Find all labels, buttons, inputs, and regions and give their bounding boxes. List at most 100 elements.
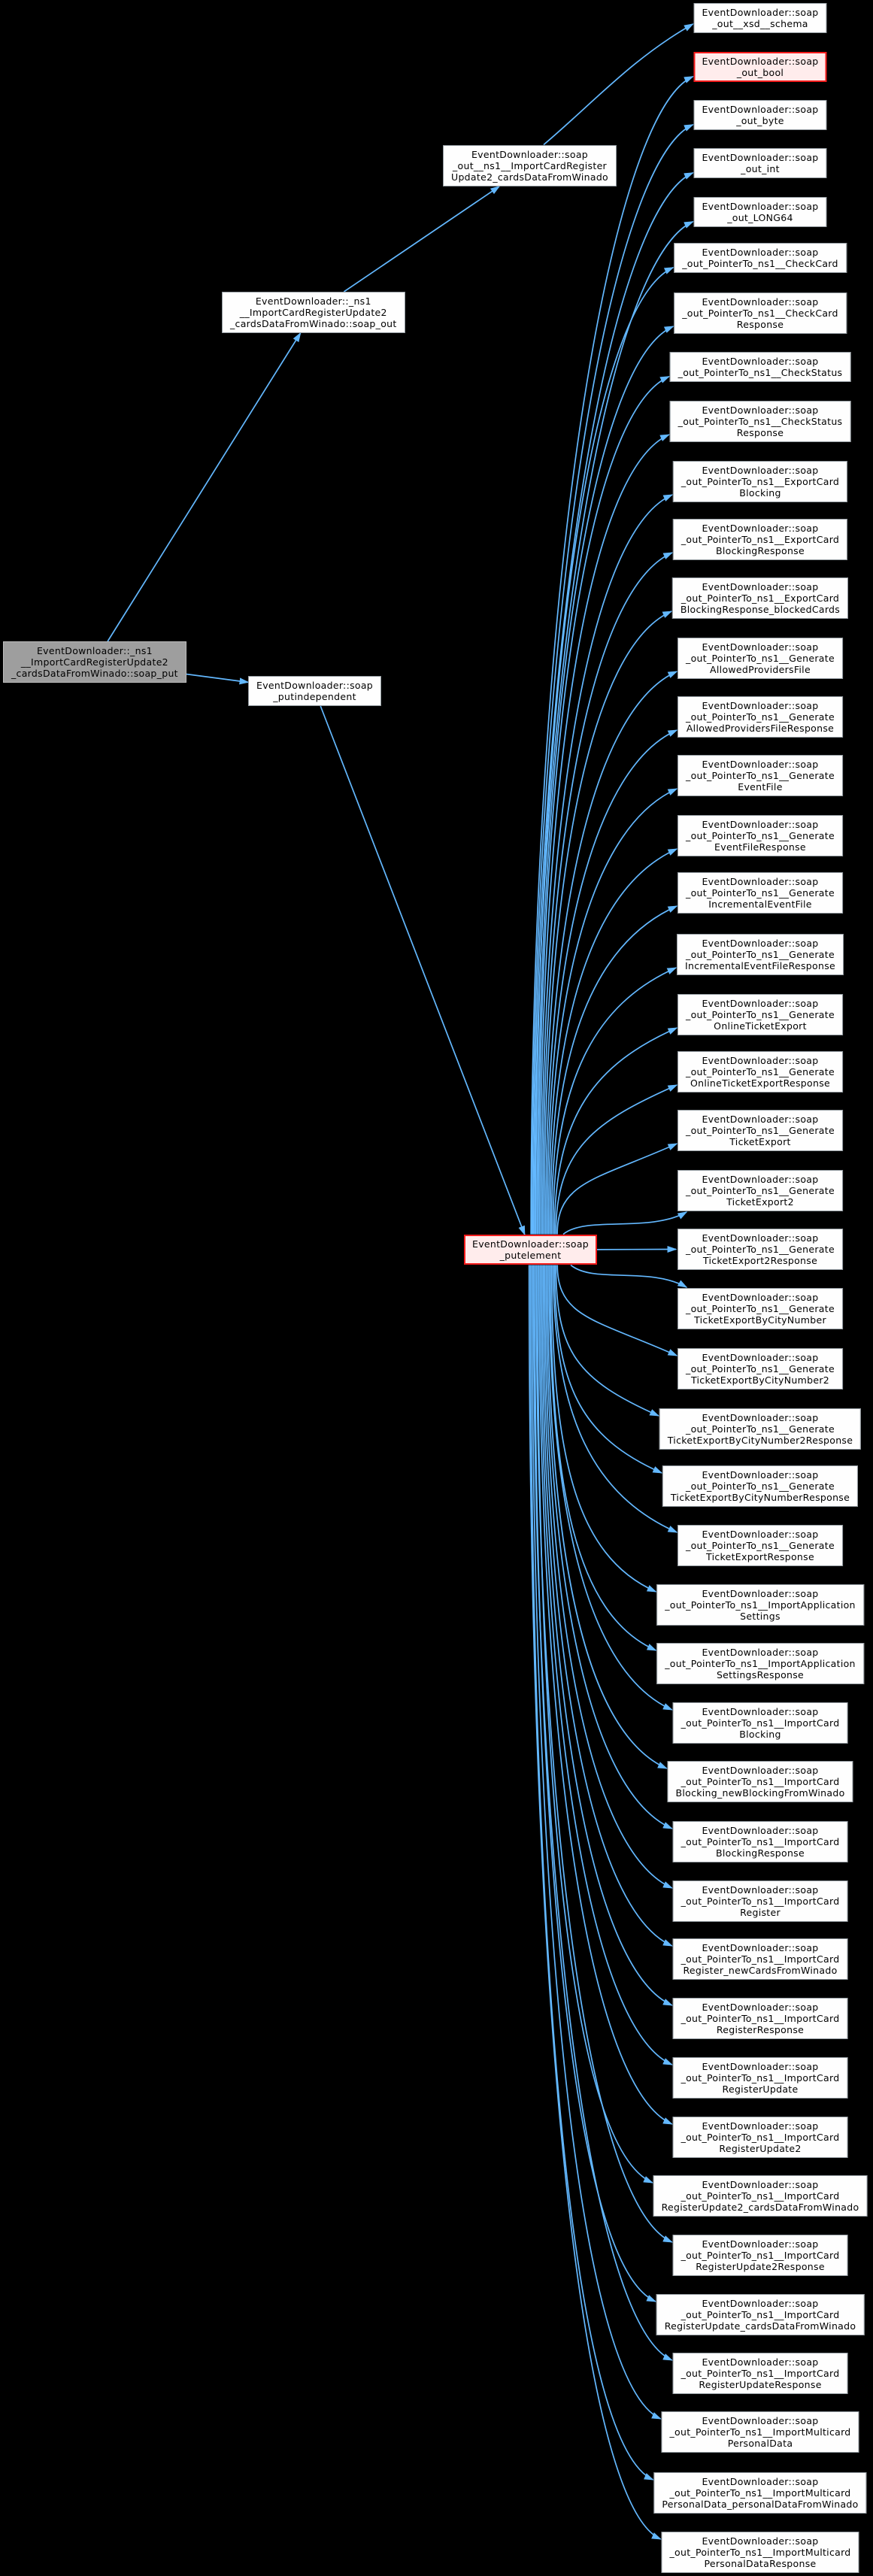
node-label-line: _out_PointerTo_ns1__ImportCard <box>681 2309 840 2320</box>
node-label-line: TicketExportResponse <box>706 1551 814 1562</box>
node-eventdownloader-soap-out-pointerto-ns1-generateincrementaleventfileresponse[interactable]: EventDownloader::soap _out_PointerTo_ns1_… <box>676 934 844 975</box>
call-edge <box>107 332 302 642</box>
call-edge <box>570 1264 688 1288</box>
node-eventdownloader-soap-out-pointerto-ns1-checkstatusresponse[interactable]: EventDownloader::soap _out_PointerTo_ns1_… <box>669 401 851 442</box>
node-eventdownloader-soap-out-pointerto-ns1-generateticketexport[interactable]: EventDownloader::soap _out_PointerTo_ns1_… <box>677 1110 843 1151</box>
node-eventdownloader-soap-out-bool[interactable]: EventDownloader::soap _out_bool <box>693 52 827 82</box>
node-eventdownloader-soap-out-pointerto-ns1-checkstatus[interactable]: EventDownloader::soap _out_PointerTo_ns1_… <box>669 352 851 382</box>
node-label-line: EventDownloader::soap <box>702 201 819 212</box>
call-edge <box>531 124 694 1235</box>
node-label-line: _putindependent <box>273 691 356 702</box>
node-label-line: _out_PointerTo_ns1__ImportCard <box>681 2072 840 2084</box>
node-eventdownloader-soap-out-pointerto-ns1-generateonlineticketexport[interactable]: EventDownloader::soap _out_PointerTo_ns1_… <box>677 994 843 1035</box>
node-eventdownloader-soap-out-pointerto-ns1-importcardblockingresponse[interactable]: EventDownloader::soap _out_PointerTo_ns1_… <box>672 1821 848 1862</box>
node-eventdownloader-soap-out-pointerto-ns1-generateonlineticketexportresponse[interactable]: EventDownloader::soap _out_PointerTo_ns1_… <box>677 1051 843 1093</box>
node-label-line: _out_PointerTo_ns1__Generate <box>686 1185 835 1196</box>
node-eventdownloader-soap-out-pointerto-ns1-exportcardblockingresponse-blockedcards[interactable]: EventDownloader::soap _out_PointerTo_ns1_… <box>671 577 849 619</box>
call-edge <box>546 729 678 1235</box>
node-eventdownloader-soap-out-pointerto-ns1-importapplicationsettings[interactable]: EventDownloader::soap _out_PointerTo_ns1_… <box>656 1584 864 1626</box>
node-eventdownloader-soap-out-pointerto-ns1-importcardregisterupdate2[interactable]: EventDownloader::soap _out_PointerTo_ns1_… <box>672 2117 848 2158</box>
node-eventdownloader-soap-out-pointerto-ns1-generateticketexportresponse[interactable]: EventDownloader::soap _out_PointerTo_ns1_… <box>677 1525 843 1566</box>
node-eventdownloader-soap-out-pointerto-ns1-importcardregisterupdate2-cardsdatafromwinado[interactable]: EventDownloader::soap _out_PointerTo_ns1_… <box>653 2175 868 2217</box>
node-eventdownloader-soap-out-pointerto-ns1-importcardregisterresponse[interactable]: EventDownloader::soap _out_PointerTo_ns1_… <box>672 1998 848 2039</box>
node-label-line: EventDownloader::soap <box>702 876 819 887</box>
node-label-line: TicketExport2Response <box>702 1255 818 1266</box>
node-label-line: EventDownloader::soap <box>702 1469 819 1480</box>
node-eventdownloader-soap-out-pointerto-ns1-generateincrementaleventfile[interactable]: EventDownloader::soap _out_PointerTo_ns1_… <box>677 872 843 914</box>
node-eventdownloader-ns1-importcardregisterupdate2-cardsdatafromwinado-soap-put[interactable]: EventDownloader::_ns1 __ImportCardRegiste… <box>3 641 186 683</box>
call-edge <box>530 76 694 1235</box>
node-label-line: Register_newCardsFromWinado <box>683 1965 838 1976</box>
node-eventdownloader-soap-out-pointerto-ns1-generateticketexport2response[interactable]: EventDownloader::soap _out_PointerTo_ns1_… <box>677 1229 843 1270</box>
node-eventdownloader-soap-out-pointerto-ns1-importmulticardpersonaldata-personaldatafromwinado[interactable]: EventDownloader::soap _out_PointerTo_ns1_… <box>653 2472 867 2514</box>
node-label-line: OnlineTicketExportResponse <box>690 1077 831 1089</box>
node-eventdownloader-soap-out-pointerto-ns1-generateticketexportbycitynumber2[interactable]: EventDownloader::soap _out_PointerTo_ns1_… <box>677 1348 843 1390</box>
node-label-line: _out_PointerTo_ns1__CheckCard <box>682 308 838 319</box>
node-eventdownloader-soap-out-int[interactable]: EventDownloader::soap _out_int <box>693 148 827 178</box>
node-label-line: _out_PointerTo_ns1__Generate <box>686 1303 835 1314</box>
node-label-line: EventDownloader::soap <box>702 1292 819 1303</box>
node-label-line: __ImportCardRegisterUpdate2 <box>239 307 387 318</box>
node-eventdownloader-soap-out-pointerto-ns1-checkcard[interactable]: EventDownloader::soap _out_PointerTo_ns1_… <box>674 243 847 273</box>
node-eventdownloader-soap-out-pointerto-ns1-generateticketexportbycitynumberresponse[interactable]: EventDownloader::soap _out_PointerTo_ns1_… <box>662 1465 859 1507</box>
node-eventdownloader-soap-out-long64[interactable]: EventDownloader::soap _out_LONG64 <box>693 197 827 227</box>
call-edge <box>549 848 678 1235</box>
node-eventdownloader-ns1-importcardregisterupdate2-cardsdatafromwinado-soap-out[interactable]: EventDownloader::_ns1 __ImportCardRegiste… <box>222 292 405 333</box>
node-eventdownloader-soap-out-pointerto-ns1-importapplicationsettingsresponse[interactable]: EventDownloader::soap _out_PointerTo_ns1_… <box>656 1643 864 1684</box>
call-edge <box>529 1265 654 2481</box>
node-eventdownloader-soap-out-pointerto-ns1-generateeventfile[interactable]: EventDownloader::soap _out_PointerTo_ns1_… <box>677 755 843 796</box>
node-label-line: EventDownloader::soap <box>702 1352 819 1363</box>
node-eventdownloader-soap-out-pointerto-ns1-importmulticardpersonaldataresponse[interactable]: EventDownloader::soap _out_PointerTo_ns1_… <box>661 2532 859 2573</box>
node-label-line: _out_PointerTo_ns1__Generate <box>686 770 835 781</box>
node-eventdownloader-soap-out-pointerto-ns1-generateticketexportbycitynumber2response[interactable]: EventDownloader::soap _out_PointerTo_ns1_… <box>659 1408 862 1450</box>
node-label-line: EventDownloader::soap <box>702 2002 819 2013</box>
call-edge <box>320 705 526 1236</box>
node-label-line: RegisterUpdate2 <box>719 2143 802 2154</box>
node-eventdownloader-soap-out-pointerto-ns1-importcardregisterupdate[interactable]: EventDownloader::soap _out_PointerTo_ns1_… <box>672 2057 848 2099</box>
node-label-line: _putelement <box>499 1250 562 1261</box>
node-eventdownloader-soap-out-pointerto-ns1-generateeventfileresponse[interactable]: EventDownloader::soap _out_PointerTo_ns1_… <box>677 815 843 856</box>
node-eventdownloader-soap-out-pointerto-ns1-generateallowedprovidersfile[interactable]: EventDownloader::soap _out_PointerTo_ns1_… <box>677 638 843 679</box>
node-label-line: RegisterUpdate2Response <box>696 2261 825 2272</box>
node-eventdownloader-soap-out-pointerto-ns1-importcardblocking-newblockingfromwinado[interactable]: EventDownloader::soap _out_PointerTo_ns1_… <box>667 1761 853 1802</box>
node-eventdownloader-soap-out-pointerto-ns1-generateticketexport2[interactable]: EventDownloader::soap _out_PointerTo_ns1_… <box>677 1170 843 1211</box>
node-eventdownloader-soap-out-pointerto-ns1-importmulticardpersonaldata[interactable]: EventDownloader::soap _out_PointerTo_ns1_… <box>661 2411 859 2453</box>
node-label-line: EventDownloader::soap <box>702 2535 819 2547</box>
node-eventdownloader-soap-out-ns1-importcardregisterupdate2-cardsdatafromwinado[interactable]: EventDownloader::soap _out__ns1__ImportCa… <box>443 145 617 186</box>
call-edge <box>538 376 671 1235</box>
node-label-line: TicketExport <box>729 1136 791 1147</box>
node-label-line: _out_PointerTo_ns1__ImportCard <box>681 1776 840 1787</box>
node-label-line: IncrementalEventFileResponse <box>684 960 836 971</box>
node-label-line: EventDownloader::soap <box>702 700 819 711</box>
node-label-line: Update2_cardsDataFromWinado <box>451 171 609 183</box>
node-eventdownloader-soap-putelement[interactable]: EventDownloader::soap _putelement <box>464 1235 598 1265</box>
node-label-line: EventDownloader::soap <box>702 2238 819 2250</box>
node-label-line: _out_PointerTo_ns1__ImportApplication <box>665 1599 856 1611</box>
node-label-line: EventDownloader::soap <box>702 819 819 830</box>
node-label-line: _out_PointerTo_ns1__ImportCard <box>681 2250 840 2261</box>
node-label-line: _out_PointerTo_ns1__Generate <box>686 653 835 664</box>
node-eventdownloader-soap-out-pointerto-ns1-importcardregister-newcardsfromwinado[interactable]: EventDownloader::soap _out_PointerTo_ns1_… <box>672 1938 848 1980</box>
node-label-line: TicketExportByCityNumber <box>694 1314 826 1326</box>
node-eventdownloader-soap-out-pointerto-ns1-importcardregisterupdate2response[interactable]: EventDownloader::soap _out_PointerTo_ns1_… <box>672 2235 848 2276</box>
node-eventdownloader-soap-out-pointerto-ns1-importcardregisterupdate-cardsdatafromwinado[interactable]: EventDownloader::soap _out_PointerTo_ns1_… <box>656 2294 865 2335</box>
node-eventdownloader-soap-out-pointerto-ns1-importcardregisterupdateresponse[interactable]: EventDownloader::soap _out_PointerTo_ns1_… <box>672 2353 848 2394</box>
node-eventdownloader-soap-putindependent[interactable]: EventDownloader::soap _putindependent <box>248 676 382 706</box>
node-eventdownloader-soap-out-pointerto-ns1-checkcardresponse[interactable]: EventDownloader::soap _out_PointerTo_ns1_… <box>674 292 847 334</box>
call-edge <box>343 186 501 292</box>
node-label-line: EventDownloader::soap <box>702 2298 819 2309</box>
node-eventdownloader-soap-out-pointerto-ns1-generateallowedprovidersfileresponse[interactable]: EventDownloader::soap _out_PointerTo_ns1_… <box>677 696 843 738</box>
node-eventdownloader-soap-out-pointerto-ns1-exportcardblocking[interactable]: EventDownloader::soap _out_PointerTo_ns1_… <box>672 461 848 502</box>
node-eventdownloader-soap-out-byte[interactable]: EventDownloader::soap _out_byte <box>693 100 827 130</box>
node-eventdownloader-soap-out-pointerto-ns1-exportcardblockingresponse[interactable]: EventDownloader::soap _out_PointerTo_ns1_… <box>672 519 848 560</box>
node-label-line: Response <box>736 319 784 330</box>
node-label-line: _out_PointerTo_ns1__ImportCard <box>681 1717 840 1729</box>
call-edge <box>535 267 674 1235</box>
node-label-line: _out_PointerTo_ns1__ExportCard <box>681 592 840 604</box>
node-label-line: EventDownloader::soap <box>702 759 819 770</box>
node-eventdownloader-soap-out-pointerto-ns1-generateticketexportbycitynumber[interactable]: EventDownloader::soap _out_PointerTo_ns1_… <box>677 1288 843 1329</box>
node-eventdownloader-soap-out-xsd-schema[interactable]: EventDownloader::soap _out__xsd__schema <box>693 3 827 33</box>
node-label-line: EventDownloader::soap <box>702 641 819 653</box>
node-eventdownloader-soap-out-pointerto-ns1-importcardblocking[interactable]: EventDownloader::soap _out_PointerTo_ns1_… <box>672 1702 848 1744</box>
node-eventdownloader-soap-out-pointerto-ns1-importcardregister[interactable]: EventDownloader::soap _out_PointerTo_ns1_… <box>672 1880 848 1922</box>
